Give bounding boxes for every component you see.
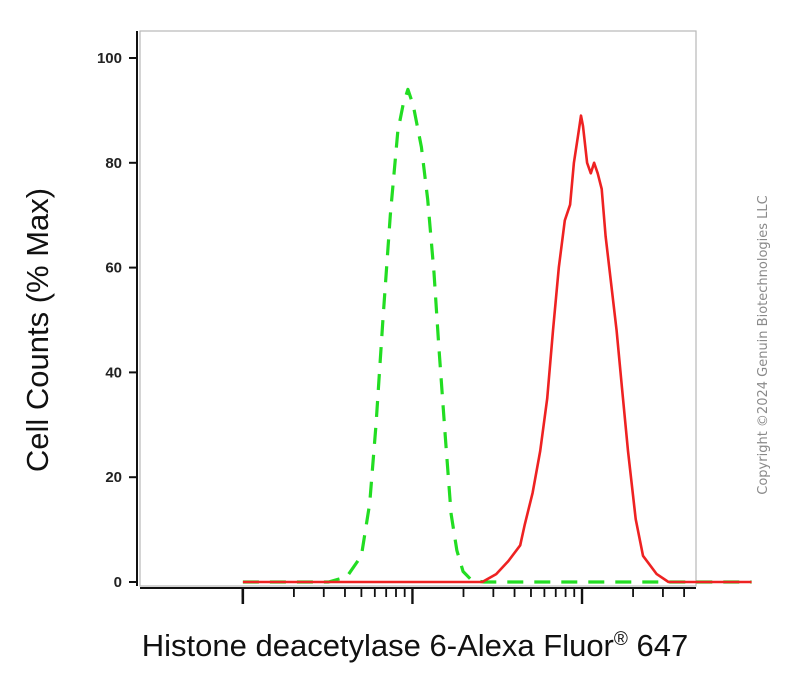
y-axis-title: Cell Counts (% Max) <box>20 188 55 472</box>
series-line-1 <box>242 87 752 584</box>
copyright-watermark: Copyright ©2024 Genuin Biotechnologies L… <box>756 195 771 494</box>
series-layer <box>242 87 752 584</box>
y-tick-label: 60 <box>105 260 122 277</box>
x-axis-ticks <box>241 589 686 604</box>
y-tick-label: 0 <box>114 574 122 591</box>
y-axis-ticks: 0 20 40 60 80 100 <box>97 50 137 591</box>
y-tick-label: 80 <box>105 155 122 172</box>
x-axis-title-main: Histone deacetylase 6-Alexa Fluor <box>142 628 614 663</box>
y-tick-label: 40 <box>105 364 122 381</box>
y-tick-label: 100 <box>97 50 122 67</box>
y-tick-label: 20 <box>105 469 122 486</box>
x-axis-title-registered: ® <box>614 629 628 650</box>
plot-frame <box>139 30 697 587</box>
x-axis-title-tail: 647 <box>628 628 688 663</box>
x-axis-title: Histone deacetylase 6-Alexa Fluor® 647 <box>142 628 688 663</box>
series-line-2 <box>242 114 752 584</box>
